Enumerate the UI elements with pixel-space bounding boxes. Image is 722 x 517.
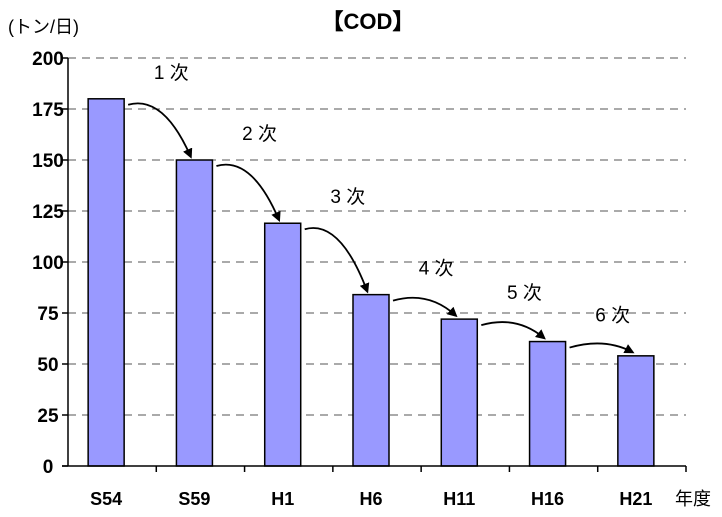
bar-s59 [175,159,214,467]
y-tick-label: 125 [32,202,64,223]
x-tick-label: S54 [90,489,122,509]
bars [87,98,655,467]
step-arrow [392,296,458,318]
bar-h1 [263,222,302,467]
x-tick-label: H1 [271,489,294,509]
y-axis-unit-label: (トン/日) [8,17,79,37]
x-axis-label: 年度 [675,489,711,509]
axes [62,58,686,467]
y-tick-label: 75 [37,304,59,325]
x-tick-label: H11 [443,489,475,509]
x-tick-label: H21 [619,489,652,509]
bar-h6 [352,293,390,467]
step-arrows: 1 次 2 次 3 次 4 次 5 次 6 次 [127,62,635,354]
step-label: 1 次 [154,62,189,84]
step-arrow [304,227,370,294]
bar-h11 [440,318,479,467]
x-tick-label: H6 [359,489,382,509]
bar-s54 [87,98,125,467]
step-label: 5 次 [507,282,542,304]
step-label: 2 次 [242,123,277,145]
y-tick-label: 25 [37,406,59,427]
step-arrow [216,163,281,222]
step-arrow [569,342,635,354]
step-label: 6 次 [595,305,630,327]
y-tick-label: 200 [32,49,64,70]
bar-h21 [617,355,655,467]
y-tick-label: 150 [32,151,64,172]
step-label: 4 次 [419,258,454,280]
y-tick-label: 0 [43,457,54,478]
step-arrow [481,321,546,340]
x-tick-label: H16 [531,489,564,509]
x-tick-labels: S54 S59 H1 H6 H11 H16 H21 [90,466,687,509]
y-tick-label: 50 [37,355,58,376]
y-tick-label: 100 [32,253,64,274]
chart-title: 【COD】 [322,9,415,34]
step-label: 3 次 [330,186,365,208]
y-tick-labels: 0 25 50 75 100 125 150 175 200 [32,49,64,478]
x-tick-label: S59 [178,489,210,509]
bar-h16 [528,340,567,467]
y-tick-label: 175 [32,100,64,121]
step-arrow [127,102,193,159]
